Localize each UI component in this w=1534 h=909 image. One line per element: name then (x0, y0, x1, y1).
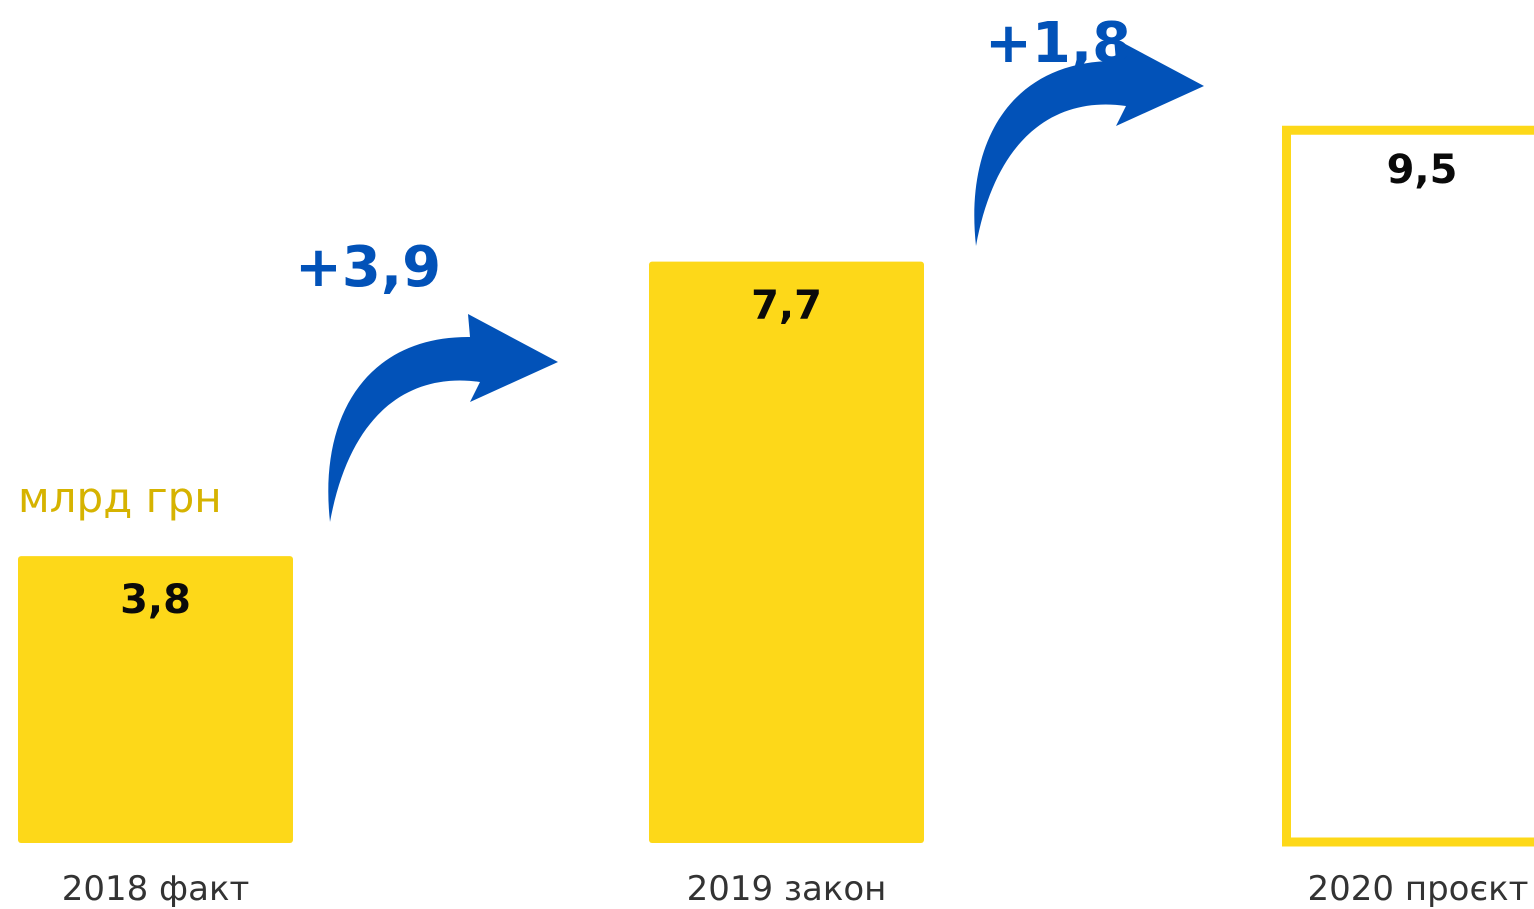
bars-layer (18, 125, 1534, 847)
bar-value-label-3: 9,5 (1387, 147, 1458, 193)
bar-2 (649, 261, 924, 843)
bar-value-label-1: 3,8 (120, 577, 191, 623)
curved-arrow-right-icon (328, 314, 558, 522)
curved-arrow-right-icon (974, 38, 1204, 246)
unit-label: млрд грн (18, 473, 222, 522)
bar-1 (18, 556, 293, 843)
labels-layer: 3,8 2018 факт 7,7 2019 закон 9,5 2020 проєкт +… (62, 11, 1529, 909)
category-label-2: 2019 закон (687, 869, 887, 909)
bar-3 (1282, 125, 1534, 847)
category-label-1: 2018 факт (62, 869, 250, 909)
change-label-1: +3,9 (295, 235, 441, 300)
change-arrows-layer (328, 38, 1204, 522)
category-label-3: 2020 проєкт (1308, 869, 1529, 909)
bar-value-label-2: 7,7 (751, 283, 822, 329)
change-label-2: +1,8 (985, 11, 1131, 76)
